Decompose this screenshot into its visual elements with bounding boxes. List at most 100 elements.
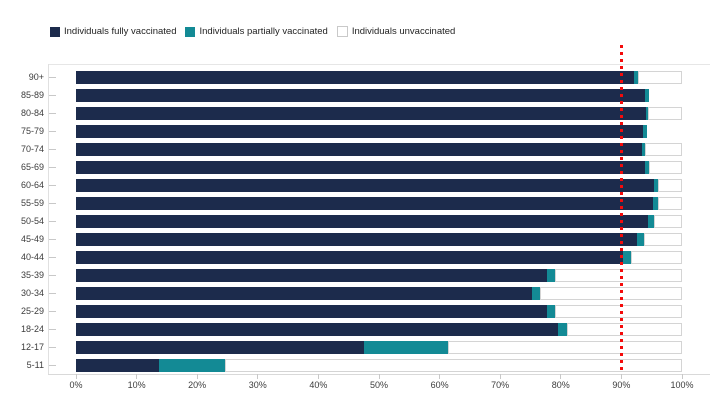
bar-segment-fully-vaccinated (76, 214, 649, 228)
bar-row-65-69 (76, 160, 682, 174)
y-tick (49, 256, 56, 258)
bar-segment-fully-vaccinated (76, 124, 644, 138)
chart-legend: Individuals fully vaccinated Individuals… (50, 26, 455, 37)
bar-row-75-79 (76, 124, 648, 138)
y-tick (49, 274, 56, 276)
bar-segment-unvaccinated (225, 358, 682, 372)
legend-item-partially-vaccinated: Individuals partially vaccinated (185, 26, 328, 37)
plot-top-border (48, 64, 710, 65)
y-axis-label-50-54: 50-54 (20, 215, 44, 226)
y-axis-label-40-44: 40-44 (20, 251, 44, 262)
bar-row-55-59 (76, 196, 682, 210)
y-axis-label-25-29: 25-29 (20, 305, 44, 316)
bar-row-45-49 (76, 232, 682, 246)
bar-segment-partially-vaccinated (645, 160, 650, 174)
bar-segment-partially-vaccinated (636, 232, 645, 246)
bar-row-90+ (76, 70, 682, 84)
bar-segment-fully-vaccinated (76, 142, 642, 156)
bar-segment-fully-vaccinated (76, 196, 653, 210)
fully-vaccinated-swatch-icon (50, 26, 60, 37)
bar-segment-partially-vaccinated (623, 250, 632, 264)
legend-label: Individuals fully vaccinated (64, 26, 177, 37)
reference-line-90-percent (620, 45, 624, 374)
y-axis-label-75-79: 75-79 (20, 125, 44, 136)
x-tick (75, 374, 77, 379)
bar-segment-unvaccinated (645, 142, 682, 156)
y-axis-label-80-84: 80-84 (20, 107, 44, 118)
y-tick (49, 130, 56, 132)
bar-segment-unvaccinated (658, 178, 682, 192)
bar-segment-partially-vaccinated (654, 178, 659, 192)
y-axis-label-55-59: 55-59 (20, 197, 44, 208)
bar-row-12-17 (76, 340, 682, 354)
bar-segment-unvaccinated (649, 160, 682, 174)
bar-row-5-11 (76, 358, 682, 372)
bar-row-60-64 (76, 178, 682, 192)
bar-segment-fully-vaccinated (76, 340, 365, 354)
x-axis-label-70%: 70% (491, 380, 510, 390)
x-tick (257, 374, 259, 379)
x-axis-label-0%: 0% (69, 380, 83, 390)
y-tick (49, 76, 56, 78)
y-axis-label-65-69: 65-69 (20, 161, 44, 172)
y-axis-label-60-64: 60-64 (20, 179, 44, 190)
y-tick (49, 148, 56, 150)
y-axis-label-30-34: 30-34 (20, 287, 44, 298)
bar-segment-partially-vaccinated (645, 88, 650, 102)
y-tick (49, 310, 56, 312)
x-tick (499, 374, 501, 379)
x-axis-label-90%: 90% (612, 380, 631, 390)
bar-row-25-29 (76, 304, 682, 318)
bar-segment-unvaccinated (644, 232, 682, 246)
y-tick (49, 220, 56, 222)
bar-segment-fully-vaccinated (76, 160, 646, 174)
bar-segment-fully-vaccinated (76, 106, 647, 120)
y-axis-label-12-17: 12-17 (20, 341, 44, 352)
y-axis-label-5-11: 5-11 (26, 359, 44, 370)
x-tick (560, 374, 562, 379)
bar-row-30-34 (76, 286, 682, 300)
x-tick (196, 374, 198, 379)
bar-segment-unvaccinated (654, 214, 682, 228)
bar-segment-fully-vaccinated (76, 322, 559, 336)
bar-segment-partially-vaccinated (547, 304, 556, 318)
bar-segment-fully-vaccinated (76, 250, 624, 264)
bar-segment-fully-vaccinated (76, 286, 532, 300)
y-tick (49, 202, 56, 204)
y-axis-label-18-24: 18-24 (20, 323, 44, 334)
bar-row-18-24 (76, 322, 682, 336)
bar-segment-fully-vaccinated (76, 70, 635, 84)
x-tick (378, 374, 380, 379)
legend-item-fully-vaccinated: Individuals fully vaccinated (50, 26, 176, 37)
partially-vaccinated-swatch-icon (185, 26, 196, 37)
bar-segment-unvaccinated (648, 106, 682, 120)
bar-segment-partially-vaccinated (648, 214, 655, 228)
y-axis-label-70-74: 70-74 (20, 143, 44, 154)
bar-row-35-39 (76, 268, 682, 282)
x-axis-label-10%: 10% (127, 380, 146, 390)
bar-segment-unvaccinated (554, 268, 682, 282)
bar-segment-partially-vaccinated (546, 268, 555, 282)
x-tick (439, 374, 441, 379)
bar-segment-partially-vaccinated (642, 142, 646, 156)
legend-item-unvaccinated: Individuals unvaccinated (336, 26, 456, 37)
y-axis-label-45-49: 45-49 (20, 233, 44, 244)
legend-label: Individuals unvaccinated (351, 26, 456, 37)
y-tick (49, 346, 56, 348)
bar-segment-unvaccinated (637, 70, 682, 84)
y-axis-label-85-89: 85-89 (20, 89, 44, 100)
x-axis-label-80%: 80% (551, 380, 570, 390)
bar-segment-unvaccinated (555, 304, 682, 318)
y-tick (49, 166, 56, 168)
bar-segment-partially-vaccinated (159, 358, 226, 372)
y-tick (49, 238, 56, 240)
bar-segment-partially-vaccinated (643, 124, 648, 138)
bar-segment-fully-vaccinated (76, 358, 160, 372)
x-axis-label-20%: 20% (188, 380, 207, 390)
bar-segment-partially-vaccinated (364, 340, 449, 354)
y-axis-label-35-39: 35-39 (20, 269, 44, 280)
x-tick (620, 374, 622, 379)
legend-label: Individuals partially vaccinated (199, 26, 328, 37)
x-tick (681, 374, 683, 379)
y-tick (49, 364, 56, 366)
